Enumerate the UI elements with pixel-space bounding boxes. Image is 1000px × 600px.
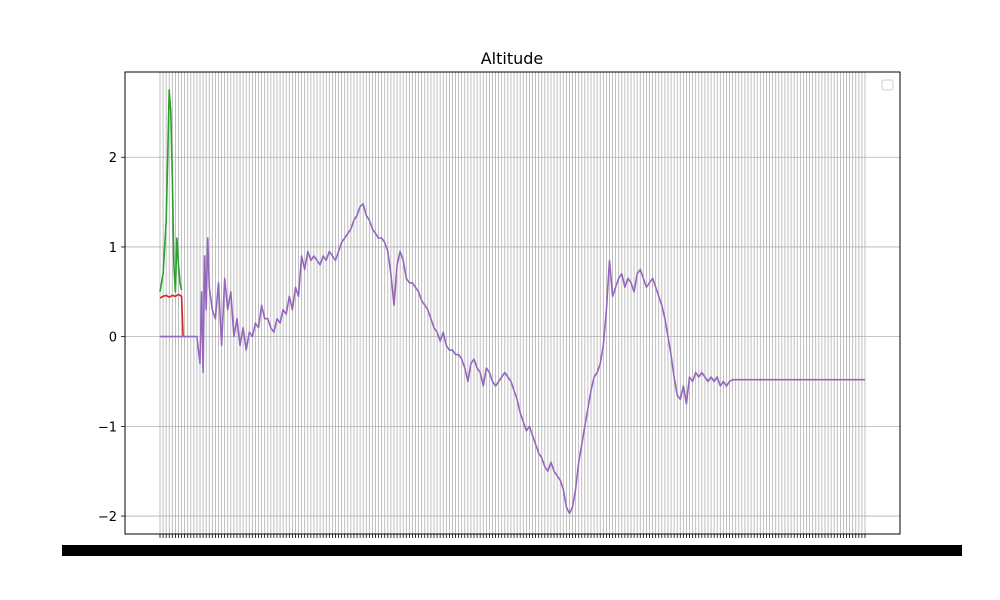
- y-axis: −2 −1 0 1 2: [98, 151, 125, 525]
- y-tick-label: 1: [109, 241, 117, 256]
- chart-title: Altitude: [481, 49, 544, 68]
- x-tick-labels-overlapped: [62, 545, 962, 556]
- series-line-0: [159, 293, 184, 337]
- series-layer: [159, 89, 865, 515]
- legend-box: [881, 79, 894, 91]
- y-tick-label: 0: [109, 331, 117, 346]
- y-tick-label: −2: [98, 510, 117, 525]
- plot-frame: [124, 71, 901, 535]
- series-line-1: [159, 89, 183, 293]
- y-tick-label: −1: [98, 420, 117, 435]
- y-tick-label: 2: [109, 151, 117, 166]
- y-gridlines: [125, 156, 900, 517]
- x-axis: [62, 534, 962, 556]
- series-line-2: [160, 203, 865, 515]
